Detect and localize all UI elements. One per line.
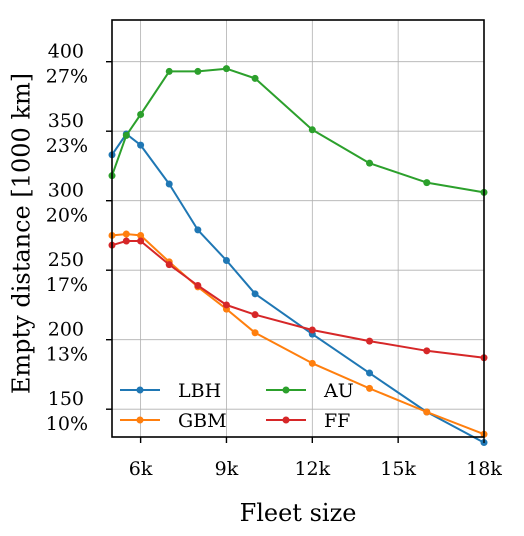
data-point-au-4 — [194, 67, 202, 75]
data-point-ff-2 — [137, 237, 145, 245]
x-tick-label-2: 12k — [294, 458, 330, 480]
data-point-ff-5 — [222, 301, 230, 309]
legend-label-au: AU — [323, 380, 354, 402]
legend-marker-gbm — [136, 416, 144, 424]
series-ff — [108, 237, 488, 362]
y-tick-pct-label-1: 13% — [46, 344, 88, 366]
y-tick-pct-label-2: 17% — [46, 274, 88, 296]
y-tick-label-1: 200 — [48, 319, 84, 341]
series-lbh — [108, 130, 488, 447]
data-point-lbh-6 — [251, 290, 259, 298]
series-line-au — [111, 67, 485, 194]
data-point-gbm-7 — [308, 359, 316, 367]
data-point-ff-1 — [122, 237, 130, 245]
data-point-au-9 — [423, 179, 431, 187]
x-tick-label-1: 9k — [215, 458, 239, 480]
data-point-au-2 — [137, 111, 145, 119]
data-point-lbh-4 — [194, 226, 202, 234]
data-point-lbh-2 — [137, 141, 145, 149]
y-axis-title: Empty distance [1000 km] — [7, 73, 35, 394]
y-tick-label-3: 300 — [48, 180, 84, 202]
legend-label-ff: FF — [324, 410, 350, 432]
plot-frame — [111, 19, 485, 438]
x-tick-label-0: 6k — [129, 458, 153, 480]
data-point-ff-8 — [366, 337, 374, 345]
data-point-au-3 — [165, 67, 173, 75]
legend-label-lbh: LBH — [178, 380, 221, 402]
data-point-gbm-1 — [122, 230, 130, 238]
legend-marker-lbh — [136, 386, 144, 394]
y-tick-label-2: 250 — [48, 249, 84, 271]
x-axis-title: Fleet size — [240, 499, 357, 527]
data-point-ff-9 — [423, 347, 431, 355]
data-point-lbh-3 — [165, 180, 173, 188]
data-point-ff-3 — [165, 261, 173, 269]
y-tick-label-0: 150 — [48, 388, 84, 410]
data-point-ff-7 — [308, 326, 316, 334]
legend-marker-au — [282, 386, 290, 394]
series-line-ff — [111, 240, 485, 359]
data-point-gbm-9 — [423, 408, 431, 416]
series-au — [108, 65, 488, 196]
y-tick-pct-label-3: 20% — [46, 205, 88, 227]
legend-entry-lbh: LBH — [120, 380, 221, 402]
data-point-au-8 — [366, 159, 374, 167]
y-tick-pct-label-0: 10% — [46, 413, 88, 435]
y-axis-ticks: 150 10% 200 13% 250 17% 300 20% 350 23% 400 27% — [46, 41, 112, 435]
data-point-ff-4 — [194, 281, 202, 289]
legend: LBH GBM AU FF — [120, 380, 354, 432]
data-point-gbm-6 — [251, 329, 259, 337]
legend-marker-ff — [282, 416, 290, 424]
data-point-au-6 — [251, 74, 259, 82]
y-tick-pct-label-4: 23% — [46, 135, 88, 157]
data-point-au-1 — [122, 131, 130, 139]
y-tick-label-5: 400 — [48, 41, 84, 63]
data-point-gbm-8 — [366, 384, 374, 392]
data-point-ff-6 — [251, 311, 259, 319]
x-tick-label-3: 15k — [380, 458, 416, 480]
data-point-lbh-8 — [366, 369, 374, 377]
data-point-lbh-5 — [222, 256, 230, 264]
x-tick-label-4: 18k — [466, 458, 502, 480]
series-lines — [108, 65, 488, 447]
legend-entry-gbm: GBM — [120, 410, 227, 432]
legend-label-gbm: GBM — [178, 410, 227, 432]
legend-entry-au: AU — [266, 380, 354, 402]
data-point-au-5 — [222, 65, 230, 73]
y-tick-label-4: 350 — [48, 110, 84, 132]
data-point-au-7 — [308, 126, 316, 134]
data-point-gbm-2 — [137, 231, 145, 239]
legend-entry-ff: FF — [266, 410, 350, 432]
grid-lines — [112, 20, 485, 437]
y-tick-pct-label-5: 27% — [46, 66, 88, 88]
x-axis-ticks: 6k 9k 12k 15k 18k — [129, 437, 502, 480]
